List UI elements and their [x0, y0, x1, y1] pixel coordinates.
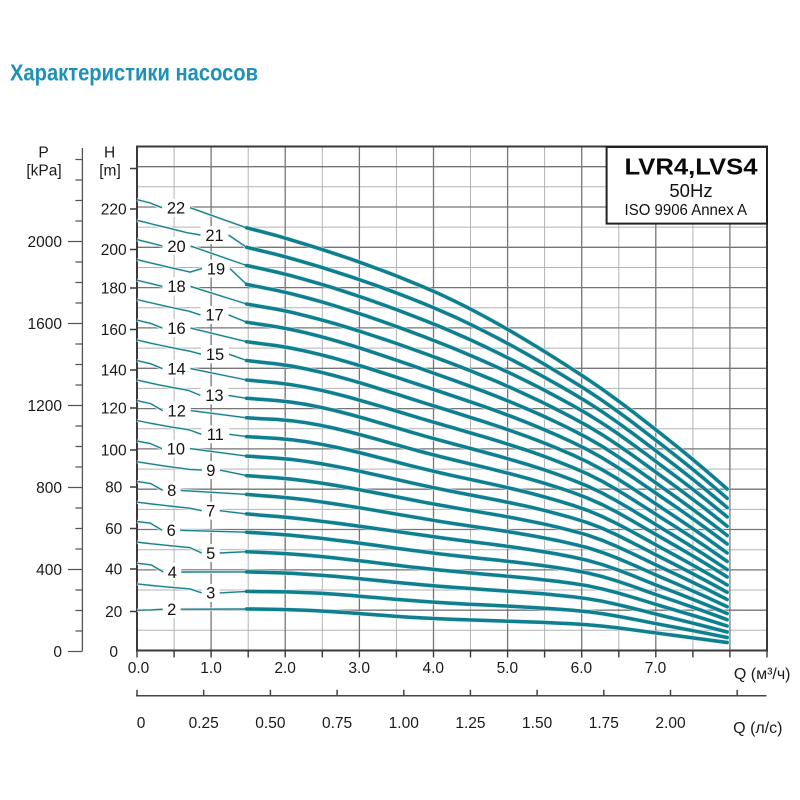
svg-text:0.75: 0.75: [322, 715, 352, 732]
svg-text:0: 0: [53, 644, 62, 661]
svg-text:1.75: 1.75: [589, 715, 619, 732]
svg-text:16: 16: [167, 320, 185, 338]
svg-text:2000: 2000: [28, 234, 63, 251]
svg-text:1.00: 1.00: [389, 715, 420, 732]
svg-text:8: 8: [167, 482, 176, 500]
svg-text:1.50: 1.50: [522, 715, 553, 732]
svg-text:0.0: 0.0: [128, 660, 150, 677]
svg-text:4: 4: [168, 564, 177, 582]
svg-text:9: 9: [206, 462, 215, 480]
svg-text:14: 14: [167, 360, 185, 378]
svg-text:4.0: 4.0: [422, 660, 444, 677]
svg-text:0: 0: [109, 644, 118, 661]
svg-text:15: 15: [206, 346, 224, 364]
svg-text:6.0: 6.0: [571, 660, 593, 677]
svg-text:7: 7: [206, 503, 215, 521]
svg-text:10: 10: [167, 440, 185, 458]
svg-text:3: 3: [206, 585, 215, 603]
svg-text:5.0: 5.0: [497, 660, 519, 677]
svg-text:120: 120: [101, 400, 127, 417]
svg-text:13: 13: [205, 387, 223, 405]
svg-text:19: 19: [207, 260, 225, 278]
svg-text:2: 2: [167, 601, 176, 619]
svg-text:220: 220: [101, 201, 127, 218]
svg-text:20: 20: [167, 238, 185, 256]
svg-text:160: 160: [101, 322, 127, 339]
svg-text:5: 5: [206, 545, 215, 563]
svg-text:6: 6: [167, 522, 176, 540]
svg-text:[m]: [m]: [99, 163, 121, 180]
svg-text:Характеристики насосов: Характеристики насосов: [10, 60, 258, 86]
svg-text:60: 60: [105, 521, 123, 538]
svg-text:ISO 9906 Annex A: ISO 9906 Annex A: [625, 202, 748, 219]
svg-text:7.0: 7.0: [645, 660, 667, 677]
svg-text:18: 18: [167, 278, 185, 296]
svg-text:200: 200: [101, 242, 127, 259]
svg-text:H: H: [104, 145, 115, 162]
svg-text:0.50: 0.50: [255, 715, 286, 732]
svg-text:0.25: 0.25: [189, 715, 219, 732]
svg-text:17: 17: [205, 307, 223, 325]
svg-text:100: 100: [101, 442, 127, 459]
svg-text:21: 21: [205, 227, 223, 245]
svg-text:0: 0: [137, 715, 146, 732]
svg-text:22: 22: [167, 200, 185, 218]
svg-text:50Hz: 50Hz: [669, 180, 712, 201]
svg-text:400: 400: [36, 562, 62, 579]
svg-text:1.0: 1.0: [200, 660, 222, 677]
svg-text:140: 140: [101, 362, 127, 379]
svg-text:800: 800: [36, 480, 62, 497]
svg-text:Q (м³/ч): Q (м³/ч): [734, 666, 791, 683]
svg-text:12: 12: [168, 402, 186, 420]
svg-text:2.00: 2.00: [655, 715, 686, 732]
svg-text:80: 80: [105, 479, 123, 496]
svg-text:40: 40: [105, 561, 123, 578]
svg-text:20: 20: [105, 604, 123, 621]
svg-text:180: 180: [101, 280, 127, 297]
svg-text:1600: 1600: [28, 316, 63, 333]
svg-text:1200: 1200: [28, 398, 63, 415]
svg-text:11: 11: [207, 426, 224, 444]
svg-text:Q (л/с): Q (л/с): [733, 720, 782, 737]
svg-text:2.0: 2.0: [274, 660, 296, 677]
svg-text:1.25: 1.25: [455, 715, 485, 732]
svg-text:LVR4,LVS4: LVR4,LVS4: [625, 153, 758, 179]
svg-text:P: P: [38, 145, 48, 162]
svg-text:3.0: 3.0: [348, 660, 370, 677]
svg-text:[kPa]: [kPa]: [26, 163, 61, 180]
